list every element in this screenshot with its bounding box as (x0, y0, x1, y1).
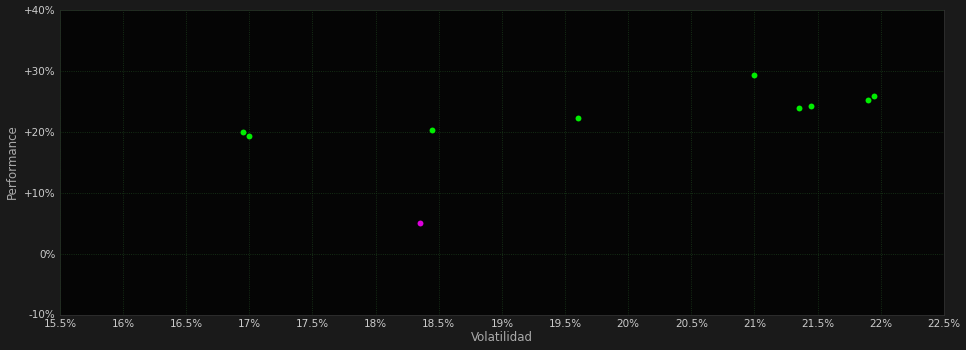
Y-axis label: Performance: Performance (6, 125, 18, 200)
Point (861, 97, 876, 103)
Point (791, 106, 807, 111)
Point (412, 220, 428, 226)
Point (242, 133, 257, 139)
Point (804, 103, 819, 109)
Point (747, 72, 762, 78)
Point (867, 93, 882, 99)
Point (236, 129, 251, 134)
Point (425, 127, 440, 133)
X-axis label: Volatilidad: Volatilidad (470, 331, 533, 344)
Point (570, 115, 585, 121)
